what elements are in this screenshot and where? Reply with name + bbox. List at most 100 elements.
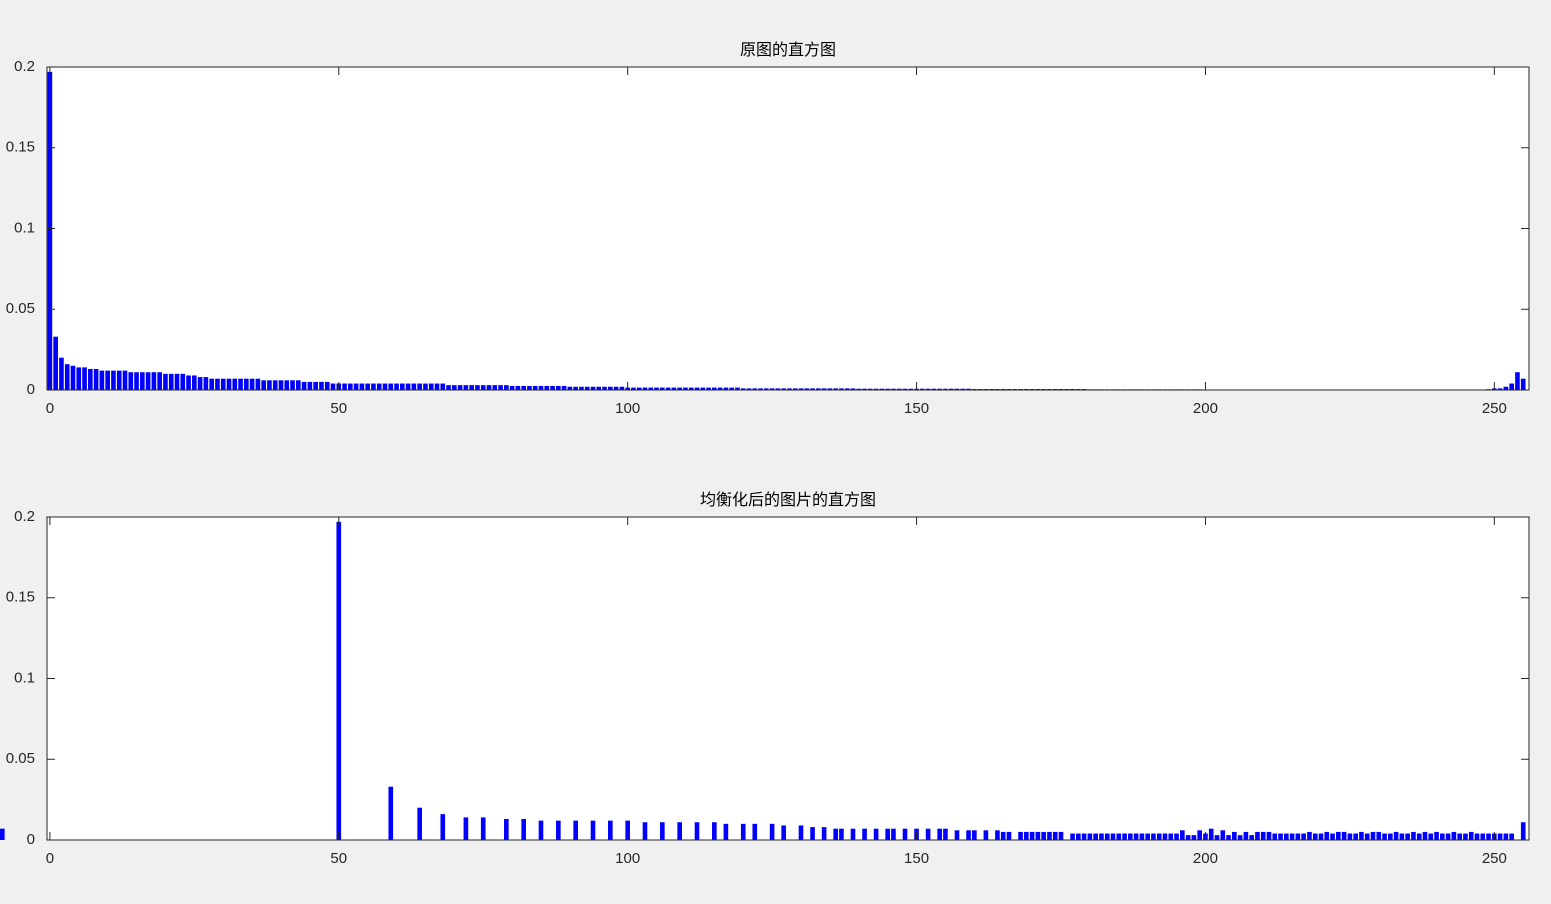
- bar: [943, 828, 948, 840]
- x-tick-label: 250: [1482, 850, 1507, 867]
- bar: [457, 385, 463, 390]
- bar: [111, 370, 116, 390]
- bar: [261, 380, 266, 390]
- bar: [70, 365, 76, 390]
- bar: [324, 381, 330, 390]
- bar: [486, 385, 492, 390]
- bar: [642, 387, 648, 390]
- bar: [1087, 833, 1093, 840]
- bar: [781, 825, 786, 840]
- bar: [53, 336, 58, 390]
- bar: [683, 387, 688, 390]
- bar: [82, 367, 87, 390]
- bar: [186, 375, 191, 390]
- x-tick-label: 0: [46, 850, 54, 867]
- bar: [1463, 833, 1468, 840]
- bar: [885, 828, 890, 840]
- bar: [665, 387, 671, 390]
- bar: [862, 388, 867, 390]
- bar: [798, 388, 804, 390]
- bar: [839, 388, 844, 390]
- bar: [833, 388, 838, 390]
- bar: [296, 380, 301, 390]
- bar: [267, 380, 272, 390]
- y-tick-label: 0: [27, 381, 35, 398]
- bar: [434, 383, 440, 390]
- bar: [509, 385, 515, 390]
- bar: [833, 828, 838, 840]
- bar: [925, 828, 931, 840]
- bar: [642, 822, 648, 840]
- bar: [561, 385, 567, 390]
- bar: [215, 378, 220, 390]
- bar: [1486, 833, 1491, 840]
- bar: [648, 387, 654, 390]
- bar: [1047, 831, 1052, 840]
- bar: [232, 378, 238, 390]
- bar: [301, 381, 307, 390]
- bar: [1214, 835, 1220, 840]
- bar: [1509, 833, 1514, 840]
- bar: [740, 823, 746, 840]
- bar: [203, 377, 209, 390]
- bar: [255, 378, 261, 390]
- bar: [613, 386, 619, 390]
- bar: [1058, 831, 1064, 840]
- bar: [1468, 831, 1474, 840]
- bar: [1347, 833, 1353, 840]
- bar: [1185, 835, 1191, 840]
- bar: [1509, 383, 1514, 390]
- bar: [105, 370, 110, 390]
- bar: [1133, 833, 1139, 840]
- bar: [151, 372, 157, 390]
- bar: [342, 383, 347, 390]
- bar: [769, 388, 775, 390]
- bar: [1440, 833, 1445, 840]
- bar: [1052, 831, 1058, 840]
- bar: [504, 385, 509, 390]
- bar: [307, 381, 313, 390]
- bar: [943, 388, 948, 390]
- bar: [1272, 833, 1278, 840]
- y-tick-label: 0.1: [14, 669, 35, 686]
- bar: [284, 380, 290, 390]
- bar: [556, 820, 561, 840]
- bar: [1266, 831, 1272, 840]
- bar: [1260, 831, 1266, 840]
- bar: [382, 383, 388, 390]
- bar: [885, 388, 890, 390]
- bar: [1156, 833, 1162, 840]
- x-tick-label: 200: [1193, 850, 1218, 867]
- bar: [388, 786, 394, 840]
- bar: [671, 387, 677, 390]
- bar: [723, 823, 729, 840]
- bar: [706, 387, 711, 390]
- bar: [902, 828, 908, 840]
- bar: [527, 385, 532, 390]
- bar: [769, 823, 775, 840]
- bar: [1382, 833, 1387, 840]
- bar: [1312, 833, 1318, 840]
- bar: [1029, 831, 1035, 840]
- bar: [1237, 835, 1243, 840]
- bar: [879, 388, 885, 390]
- x-tick-label: 150: [904, 400, 929, 417]
- bar: [480, 385, 486, 390]
- bar: [521, 819, 526, 840]
- bar: [948, 388, 954, 390]
- y-tick-label: 0.2: [14, 58, 35, 75]
- bar: [1353, 833, 1358, 840]
- x-tick-label: 200: [1193, 400, 1218, 417]
- bar: [954, 388, 960, 390]
- bar: [480, 817, 486, 840]
- bar: [1220, 830, 1226, 840]
- bar: [631, 387, 636, 390]
- bar: [359, 383, 365, 390]
- bar: [902, 388, 908, 390]
- bar: [1122, 833, 1127, 840]
- bar: [937, 388, 942, 390]
- bar: [954, 830, 960, 840]
- bar: [712, 822, 717, 840]
- bar: [798, 825, 804, 840]
- bar: [1018, 831, 1023, 840]
